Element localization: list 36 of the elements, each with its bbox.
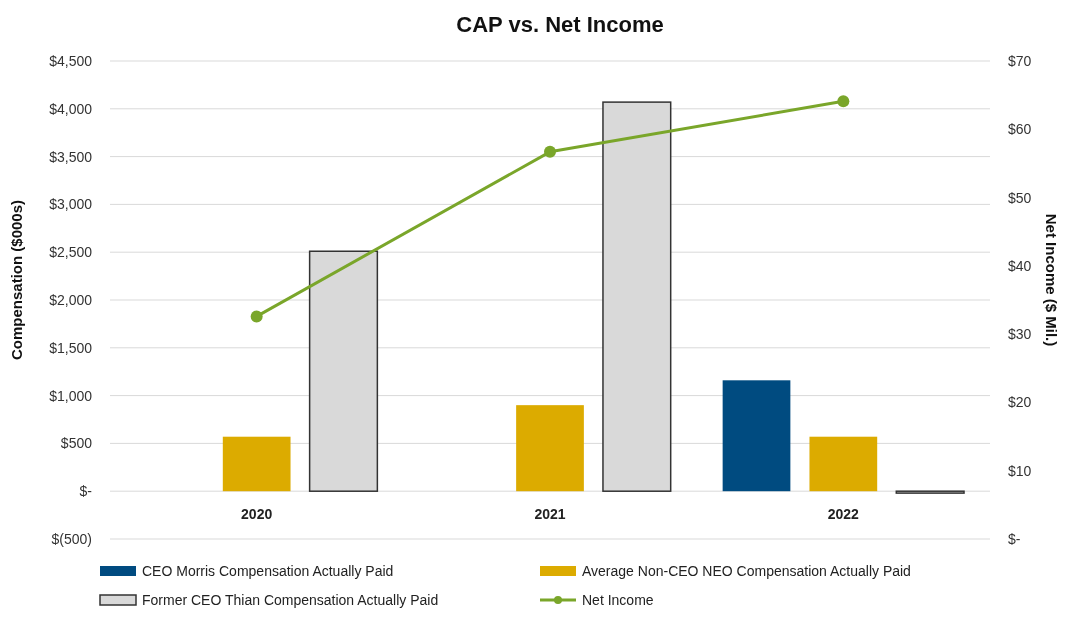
bar (809, 436, 878, 492)
chart-title: CAP vs. Net Income (456, 12, 664, 37)
y2-tick-label: $70 (1008, 53, 1032, 69)
bar (222, 436, 291, 492)
y-tick-label: $3,000 (49, 196, 93, 213)
x-tick-label: 2022 (827, 506, 860, 523)
y-tick-label: $(500) (51, 531, 92, 547)
y2-tick-label: $20 (1008, 394, 1032, 411)
point (250, 310, 263, 323)
legend-label: Average Non-CEO NEO Compensation Actually Paid (582, 563, 911, 579)
point (837, 95, 850, 108)
y-tick-label: $3,500 (49, 148, 93, 165)
x-tick-label: 2021 (534, 506, 566, 523)
legend-label: Former CEO Thian Compensation Actually Paid (142, 592, 439, 608)
y2-axis-title: Net Income ($ Mil.) (1043, 213, 1060, 347)
y2-tick-label: $50 (1008, 189, 1032, 206)
y-tick-label: $2,500 (49, 244, 93, 261)
y-tick-label: $2,000 (49, 292, 93, 308)
y2-tick-label: $40 (1008, 257, 1032, 274)
y-axis-title: Compensation ($000s) (8, 199, 25, 361)
y2-tick-label: $- (1008, 531, 1021, 547)
legend-label: CEO Morris Compensation Actually Paid (142, 563, 394, 579)
y2-tick-label: $60 (1008, 121, 1032, 138)
y2-tick-label: $30 (1008, 326, 1032, 343)
y-tick-label: $4,500 (49, 53, 93, 69)
y-tick-label: $1,000 (49, 387, 93, 404)
y-tick-label: $500 (60, 435, 93, 452)
y-tick-label: $1,500 (49, 339, 93, 356)
bar (722, 380, 791, 492)
y2-tick-label: $10 (1008, 462, 1032, 479)
x-tick-label: 2020 (241, 506, 273, 523)
y-tick-label: $4,000 (49, 100, 93, 117)
bar (516, 405, 584, 492)
y-tick-label: $- (79, 483, 93, 500)
point (544, 145, 556, 158)
legend-label: Net Income (582, 592, 654, 608)
